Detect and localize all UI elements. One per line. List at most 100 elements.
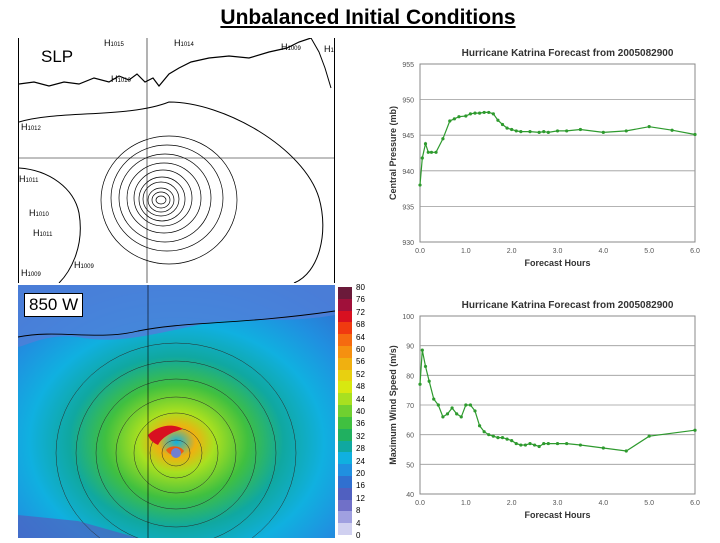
colorbar-labels: 80 76 72 68 64 60 56 52 48 44 40 36 32 28 24 20 16 12 8 4 0 [356, 283, 376, 540]
slp-map-graphic: H1015 H1014 H1009 H1007 H1010 H1012 H101… [18, 37, 345, 284]
x-tick-label: 6.0 [690, 500, 700, 507]
y-tick-label: 945 [402, 133, 414, 140]
data-point [510, 439, 514, 443]
data-point [624, 449, 628, 453]
high-mark: H1009 [281, 42, 302, 52]
y-tick-label: 40 [406, 492, 414, 499]
data-point [468, 403, 473, 407]
data-point [436, 403, 440, 407]
y-tick-label: 950 [402, 98, 414, 105]
data-point [423, 364, 428, 369]
data-point [601, 130, 605, 134]
colorbar-label: 64 [356, 332, 365, 342]
colorbar-label: 72 [356, 307, 365, 317]
colorbar-swatch [338, 381, 352, 394]
x-tick-label: 3.0 [553, 500, 563, 507]
wind-map: 850 W [17, 285, 336, 543]
data-point [450, 406, 454, 410]
colorbar-swatch [338, 487, 352, 501]
data-point [523, 443, 528, 447]
colorbar-swatch [338, 298, 352, 312]
data-point [528, 130, 532, 134]
central-pressure-chart: Hurricane Katrina Forecast from 20050829… [388, 48, 700, 268]
data-point [455, 412, 459, 416]
high-mark: H1012 [21, 122, 42, 132]
colorbar-label: 40 [356, 407, 365, 416]
colorbar-swatch [338, 346, 352, 359]
colorbar-swatch [338, 428, 352, 441]
x-tick-label: 1.0 [461, 248, 471, 255]
data-point [578, 443, 583, 447]
colorbar-swatch [338, 393, 352, 406]
data-point [670, 128, 674, 132]
high-mark: H1007 [324, 44, 334, 54]
data-point [441, 137, 445, 141]
x-tick-label: 2.0 [507, 500, 517, 507]
data-point [601, 446, 605, 450]
data-point [624, 129, 628, 133]
colorbar-swatch [338, 440, 352, 453]
y-axis-label: Maximum Wind Speed (m/s) [388, 345, 398, 464]
wind-map-graphic [17, 285, 336, 543]
x-tick-label: 2.0 [507, 248, 517, 255]
data-point [418, 382, 422, 386]
data-point [491, 434, 495, 438]
colorbar-swatch [338, 369, 352, 382]
data-point [426, 150, 430, 154]
colorbar-swatch [338, 452, 352, 465]
data-point [457, 115, 461, 119]
data-point [542, 441, 546, 446]
colorbar-swatch [338, 475, 352, 489]
colorbar-swatch [338, 357, 352, 371]
data-point [429, 150, 434, 154]
colorbar-label: 4 [356, 518, 361, 528]
colorbar-label: 60 [356, 345, 365, 354]
colorbar-label: 80 [356, 283, 365, 292]
data-point [487, 110, 491, 115]
high-mark: H1011 [19, 174, 39, 184]
colorbar [338, 287, 352, 536]
y-tick-label: 50 [406, 462, 414, 469]
data-point [505, 126, 509, 130]
colorbar-label: 0 [356, 531, 361, 540]
data-point [565, 441, 569, 446]
x-tick-label: 3.0 [553, 248, 563, 255]
x-tick-label: 0.0 [415, 248, 425, 255]
data-point [519, 443, 523, 447]
data-point [647, 434, 651, 438]
slp-map: H1015 H1014 H1009 H1007 H1010 H1012 H101… [18, 37, 345, 284]
data-point [482, 110, 486, 115]
colorbar-swatch [338, 405, 352, 418]
data-point [473, 409, 477, 413]
x-tick-label: 4.0 [598, 248, 608, 255]
plot-area [419, 63, 696, 243]
colorbar-label: 16 [356, 481, 365, 491]
x-tick-label: 6.0 [690, 248, 700, 255]
page-title: Unbalanced Initial Conditions [220, 6, 516, 29]
data-point [420, 348, 424, 352]
data-point [555, 441, 560, 446]
high-mark: H1011 [33, 228, 53, 238]
data-point [555, 129, 560, 133]
colorbar-label: 56 [356, 357, 365, 367]
colorbar-swatch [338, 322, 352, 335]
colorbar-label: 12 [356, 493, 365, 503]
x-axis-label: Forecast Hours [524, 258, 590, 268]
y-tick-label: 60 [406, 433, 414, 440]
data-point [528, 441, 532, 446]
colorbar-swatch [338, 310, 352, 323]
data-point [693, 428, 697, 432]
data-point [514, 441, 518, 446]
data-point [423, 142, 428, 146]
data-point [418, 183, 422, 187]
colorbar-label: 44 [356, 394, 365, 404]
x-tick-label: 5.0 [644, 500, 654, 507]
y-tick-label: 940 [402, 169, 414, 176]
colorbar-label: 36 [356, 419, 365, 429]
data-point [546, 130, 550, 134]
y-tick-label: 80 [406, 373, 414, 380]
colorbar-label: 24 [356, 456, 365, 466]
data-point [487, 433, 491, 437]
colorbar-swatch [338, 416, 352, 430]
colorbar-swatch [338, 511, 352, 524]
